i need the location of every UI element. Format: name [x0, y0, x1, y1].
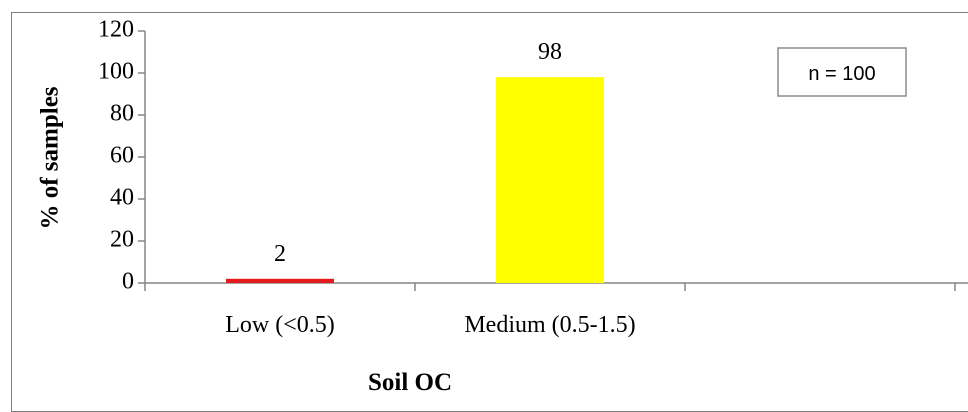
annotation-border	[777, 47, 907, 97]
y-tick-label: 100	[98, 59, 134, 85]
data-label: 98	[538, 39, 562, 65]
data-labels: 2 98	[274, 39, 562, 267]
y-axis-title: % of samples	[37, 86, 64, 229]
y-tick-label: 80	[110, 101, 134, 127]
y-tick-label: 120	[98, 17, 134, 43]
y-tick-label: 60	[110, 143, 134, 169]
y-axis: 0 20 40 60 80 100 120	[98, 17, 146, 295]
bar	[226, 278, 334, 283]
bar-chart: 0 20 40 60 80 100 120 2 98 Low (<0.5) Medium (0.…	[37, 17, 968, 396]
y-tick-label: 40	[110, 185, 134, 211]
bars	[226, 77, 604, 283]
x-axis	[144, 282, 968, 291]
category-labels: Low (<0.5) Medium (0.5-1.5)	[225, 312, 635, 338]
x-tick-label: Medium (0.5-1.5)	[464, 312, 635, 338]
y-tick-label: 0	[122, 269, 134, 295]
y-tick-label: 20	[110, 227, 134, 253]
bar	[496, 77, 604, 283]
x-axis-title: Soil OC	[368, 369, 452, 396]
x-tick-label: Low (<0.5)	[225, 312, 335, 338]
data-label: 2	[274, 241, 286, 267]
annotation-box: n = 100	[777, 47, 907, 97]
annotation-text: n = 100	[808, 63, 875, 85]
